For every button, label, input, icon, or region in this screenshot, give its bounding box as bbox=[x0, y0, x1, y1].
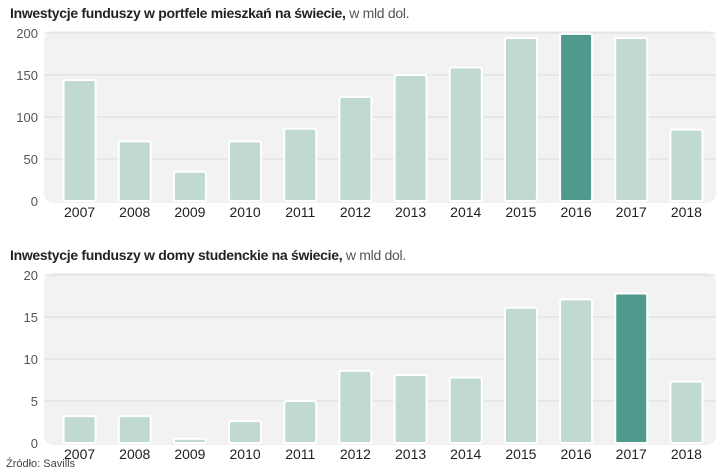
x-tick-label: 2017 bbox=[616, 446, 647, 462]
bar-2014 bbox=[448, 66, 483, 202]
chart-1-title: Inwestycje funduszy w portfele mieszkań … bbox=[10, 5, 410, 21]
x-tick-label: 2007 bbox=[64, 446, 95, 462]
bar-2009 bbox=[172, 437, 207, 445]
bar-2008 bbox=[117, 140, 152, 202]
chart-2: 0 5 10 15 20 2007 2008 2009 2010 2011 2012 2013 2014… bbox=[24, 268, 716, 462]
y-tick-label: 200 bbox=[16, 26, 38, 41]
x-tick-label: 2014 bbox=[450, 446, 481, 462]
bar-2015 bbox=[503, 306, 538, 445]
x-tick-label: 2014 bbox=[450, 204, 481, 220]
bar-2007 bbox=[62, 415, 97, 444]
bar-2017 bbox=[614, 292, 649, 445]
bar-2013 bbox=[393, 373, 428, 445]
x-tick-label: 2009 bbox=[174, 446, 205, 462]
bar-2007 bbox=[62, 79, 97, 202]
y-tick-label: 15 bbox=[24, 310, 38, 325]
bar-2010 bbox=[228, 420, 263, 445]
x-tick-label: 2012 bbox=[340, 446, 371, 462]
x-tick-label: 2018 bbox=[671, 446, 702, 462]
x-tick-label: 2015 bbox=[505, 446, 536, 462]
bar-2016 bbox=[559, 298, 594, 444]
bar-2018 bbox=[669, 128, 704, 203]
x-tick-label: 2008 bbox=[119, 446, 150, 462]
chart-2-title: Inwestycje funduszy w domy studenckie na… bbox=[10, 247, 406, 263]
bar-2008 bbox=[117, 415, 152, 444]
x-tick-label: 2015 bbox=[505, 204, 536, 220]
x-tick-label: 2008 bbox=[119, 204, 150, 220]
bar-2017 bbox=[614, 37, 649, 203]
bar-2014 bbox=[448, 376, 483, 444]
y-tick-label: 10 bbox=[24, 352, 38, 367]
x-tick-label: 2010 bbox=[230, 204, 261, 220]
y-tick-label: 50 bbox=[24, 152, 38, 167]
x-tick-label: 2012 bbox=[340, 204, 371, 220]
x-tick-label: 2011 bbox=[285, 204, 315, 220]
bar-2012 bbox=[338, 95, 373, 202]
y-tick-label: 0 bbox=[31, 436, 38, 451]
bar-2011 bbox=[283, 400, 318, 444]
y-tick-label: 20 bbox=[24, 268, 38, 283]
x-tick-label: 2017 bbox=[616, 204, 647, 220]
bar-2010 bbox=[228, 140, 263, 202]
x-tick-label: 2011 bbox=[285, 446, 315, 462]
x-tick-label: 2010 bbox=[230, 446, 261, 462]
x-tick-label: 2016 bbox=[561, 446, 592, 462]
bar-2016 bbox=[559, 32, 594, 203]
chart-1: 0 50 100 150 200 2007 2008 2009 2010 2011 2012 2013… bbox=[16, 26, 716, 220]
y-tick-label: 100 bbox=[16, 110, 38, 125]
bar-2011 bbox=[283, 127, 318, 202]
bar-2013 bbox=[393, 74, 428, 202]
source-note: Źródło: Savills bbox=[6, 458, 76, 470]
bar-2018 bbox=[669, 380, 704, 444]
x-tick-label: 2016 bbox=[561, 204, 592, 220]
bar-2012 bbox=[338, 369, 373, 444]
y-tick-label: 0 bbox=[31, 194, 38, 209]
bar-2015 bbox=[503, 37, 538, 203]
x-tick-label: 2007 bbox=[64, 204, 95, 220]
bar-2009 bbox=[172, 170, 207, 203]
x-tick-label: 2009 bbox=[174, 204, 205, 220]
x-tick-label: 2013 bbox=[395, 204, 426, 220]
y-tick-label: 150 bbox=[16, 68, 38, 83]
y-tick-label: 5 bbox=[31, 394, 38, 409]
x-tick-label: 2013 bbox=[395, 446, 426, 462]
x-tick-label: 2018 bbox=[671, 204, 702, 220]
